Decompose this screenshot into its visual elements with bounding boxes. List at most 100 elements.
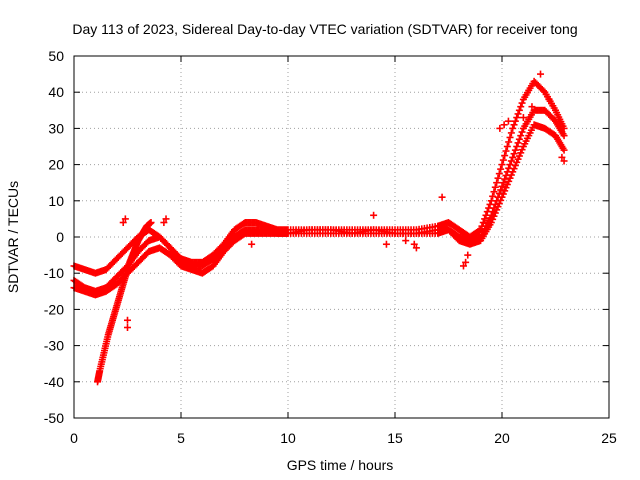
point-outliers bbox=[124, 324, 131, 331]
point-track-c bbox=[560, 146, 568, 154]
point-track-b bbox=[518, 128, 526, 136]
y-tick-label: 50 bbox=[48, 48, 64, 64]
y-tick-label: -30 bbox=[44, 338, 64, 354]
point-track-b bbox=[513, 143, 521, 150]
point-track-c bbox=[490, 212, 498, 220]
point-track-c bbox=[495, 200, 503, 208]
point-track-c bbox=[511, 162, 519, 170]
point-outliers bbox=[162, 215, 170, 223]
point-outliers bbox=[528, 103, 536, 111]
point-outliers bbox=[504, 117, 512, 125]
point-track-a bbox=[539, 87, 547, 95]
point-outliers bbox=[370, 211, 378, 219]
point-track-a bbox=[493, 179, 501, 187]
point-outliers bbox=[119, 219, 127, 227]
point-track-c bbox=[497, 196, 505, 204]
y-tick-label: 20 bbox=[48, 157, 64, 173]
point-track-c bbox=[493, 206, 501, 214]
point-track-a bbox=[506, 133, 514, 141]
point-track-b bbox=[499, 179, 507, 187]
point-track-b bbox=[514, 139, 522, 147]
point-track-a bbox=[505, 138, 513, 146]
point-track-a bbox=[514, 110, 522, 118]
x-axis-label: GPS time / hours bbox=[287, 457, 394, 473]
point-track-b bbox=[509, 153, 517, 161]
y-tick-label: 30 bbox=[48, 120, 64, 136]
point-track-c bbox=[514, 155, 522, 163]
y-tick-label: 0 bbox=[56, 229, 64, 245]
point-track-a bbox=[495, 170, 503, 178]
point-outliers bbox=[160, 219, 168, 227]
point-outliers bbox=[558, 153, 566, 161]
point-track-a bbox=[513, 114, 521, 122]
point-outliers bbox=[438, 193, 446, 201]
point-outliers bbox=[496, 124, 504, 132]
point-outliers bbox=[462, 258, 470, 266]
point-outliers bbox=[519, 114, 527, 122]
plot-frame bbox=[73, 55, 610, 419]
grid bbox=[74, 56, 609, 418]
y-tick-label: -10 bbox=[44, 265, 64, 281]
point-track-c bbox=[491, 209, 499, 217]
y-tick-label: -40 bbox=[44, 374, 64, 390]
chart-title: Day 113 of 2023, Sidereal Day-to-day VTE… bbox=[72, 21, 577, 37]
x-tick-label: 0 bbox=[70, 430, 78, 446]
point-outliers bbox=[500, 121, 508, 129]
point-track-a bbox=[509, 124, 517, 132]
point-outliers bbox=[121, 215, 129, 223]
point-outliers bbox=[410, 240, 418, 248]
point-track-a bbox=[515, 106, 523, 114]
point-track-a bbox=[489, 192, 497, 200]
point-track-b bbox=[501, 175, 509, 183]
point-track-a bbox=[498, 161, 506, 169]
point-track-a bbox=[518, 99, 526, 107]
point-track-b bbox=[507, 157, 515, 165]
y-tick-label: -50 bbox=[44, 410, 64, 426]
point-track-b bbox=[511, 146, 519, 154]
point-track-a bbox=[475, 227, 483, 235]
point-track-a bbox=[507, 129, 515, 137]
point-track-c bbox=[518, 146, 526, 154]
point-track-c bbox=[510, 165, 518, 173]
point-outliers bbox=[124, 316, 131, 324]
point-track-c bbox=[487, 219, 495, 227]
point-track-c bbox=[503, 181, 511, 189]
point-outliers bbox=[402, 237, 410, 245]
y-tick-label: 10 bbox=[48, 193, 64, 209]
y-tick-label: -20 bbox=[44, 301, 64, 317]
point-track-a bbox=[501, 152, 509, 160]
point-track-b bbox=[497, 186, 505, 194]
y-axis-label: SDTVAR / TECUs bbox=[5, 181, 21, 293]
y-tick-label: 40 bbox=[48, 84, 64, 100]
point-track-b bbox=[560, 132, 568, 140]
point-track-a bbox=[511, 117, 519, 125]
point-outliers bbox=[464, 251, 472, 259]
point-track-c bbox=[506, 174, 514, 182]
x-tick-label: 25 bbox=[601, 430, 617, 446]
point-outliers bbox=[412, 244, 420, 252]
point-track-c bbox=[515, 152, 523, 160]
point-outliers bbox=[382, 240, 390, 248]
point-outliers bbox=[459, 262, 467, 270]
point-track-a bbox=[490, 188, 498, 196]
point-outliers bbox=[545, 95, 553, 103]
point-track-c bbox=[513, 158, 521, 166]
data-marks bbox=[70, 70, 568, 386]
point-track-c bbox=[509, 168, 517, 176]
x-tick-label: 15 bbox=[387, 430, 403, 446]
point-outliers bbox=[537, 70, 545, 78]
point-track-a bbox=[491, 183, 499, 191]
point-track-b bbox=[506, 161, 514, 169]
x-tick-label: 20 bbox=[494, 430, 510, 446]
point-track-b bbox=[517, 132, 525, 140]
point-track-b bbox=[510, 150, 518, 158]
point-outliers bbox=[248, 240, 256, 248]
point-outliers bbox=[560, 157, 568, 165]
point-track-c bbox=[498, 193, 506, 201]
point-track-a bbox=[510, 121, 518, 129]
point-track-b bbox=[498, 182, 506, 190]
point-outliers bbox=[552, 117, 559, 125]
point-track-a bbox=[502, 147, 510, 155]
point-track-a bbox=[479, 219, 487, 227]
